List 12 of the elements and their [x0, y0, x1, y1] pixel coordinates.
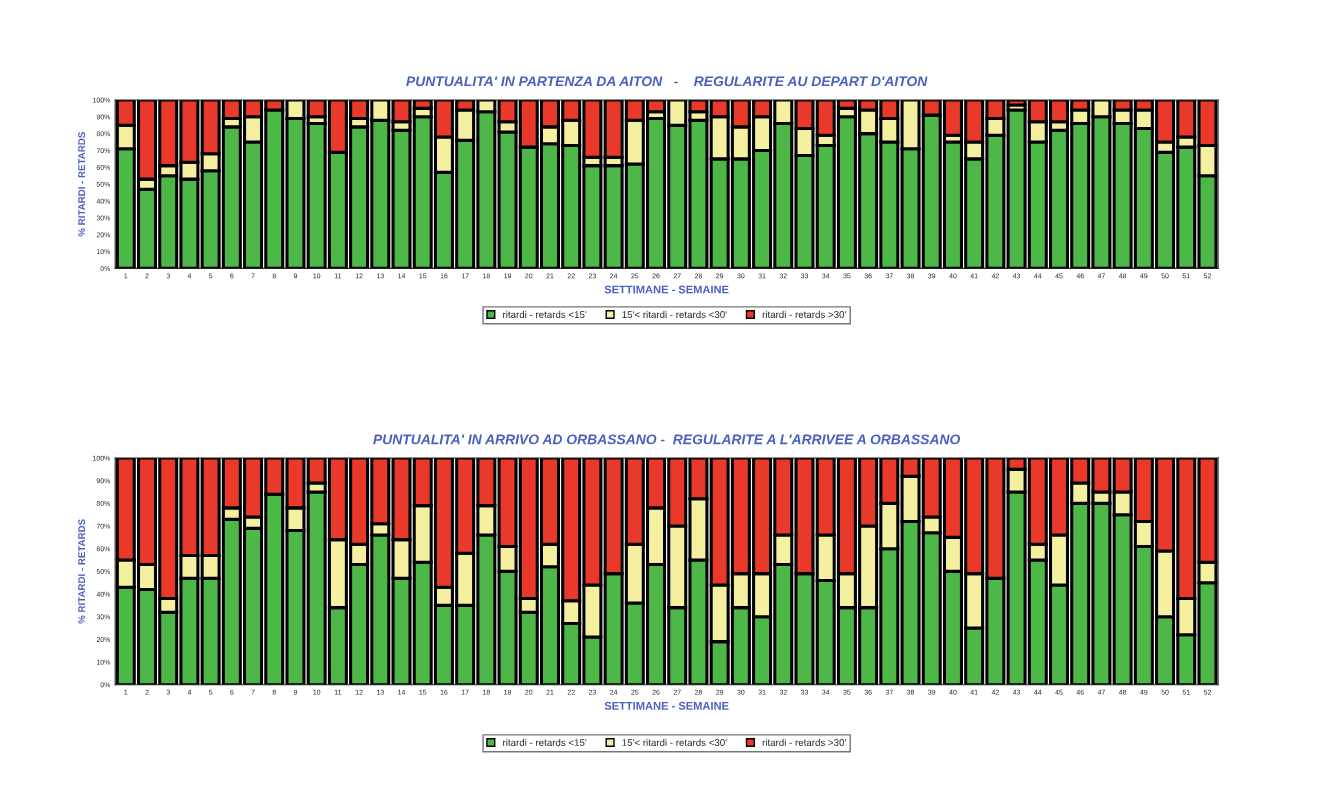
legend-label: ritardi - retards <15' — [503, 310, 587, 318]
legend-label: 15'< ritardi - retards <30' — [622, 310, 727, 318]
chart-title: PUNTUALITA' IN ARRIVO AD ORBASSANO - REGULARITE A L'ARRIVEE A ORBASSANO — [373, 434, 961, 445]
legend-label: ritardi - retards >30' — [762, 738, 846, 746]
x-axis-title: SETTIMANE - SEMAINE — [604, 285, 729, 294]
legend-label: ritardi - retards >30' — [762, 310, 846, 318]
legend-label: ritardi - retards <15' — [503, 738, 587, 746]
legend-label: 15'< ritardi - retards <30' — [622, 738, 727, 746]
y-axis-title: % RITARDI - RETARDS — [78, 132, 86, 237]
x-axis-title: SETTIMANE - SEMAINE — [604, 701, 729, 710]
chart-title: PUNTUALITA' IN PARTENZA DA AITON - REGULARITE AU DEPART D'AITON — [406, 76, 928, 87]
y-axis-title: % RITARDI - RETARDS — [78, 519, 86, 624]
